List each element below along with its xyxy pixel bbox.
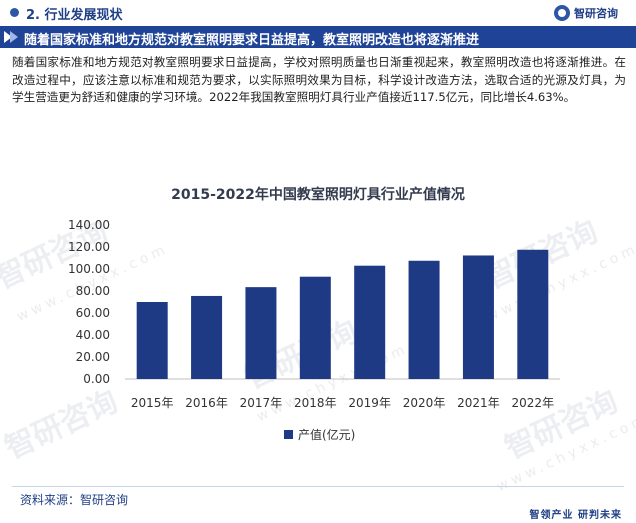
x-tick-label: 2021年: [457, 396, 500, 410]
section-title: 2. 行业发展现状: [26, 8, 123, 23]
legend-label: 产值(亿元): [298, 427, 355, 442]
bullet-icon: [10, 8, 19, 17]
x-tick-label: 2022年: [512, 396, 555, 410]
bar: [408, 260, 440, 379]
x-tick-label: 2020年: [403, 396, 446, 410]
bar: [354, 265, 386, 379]
y-tick-label: 120.00: [68, 240, 110, 254]
x-tick-label: 2015年: [131, 396, 174, 410]
x-tick-label: 2016年: [185, 396, 228, 410]
y-tick-label: 0.00: [83, 372, 110, 386]
headline-banner: 随着国家标准和地方规范对教室照明要求日益提高，教室照明改造也将逐渐推进: [0, 26, 636, 48]
y-tick-label: 100.00: [68, 262, 110, 276]
y-tick-label: 140.00: [68, 218, 110, 232]
y-tick-label: 20.00: [76, 350, 110, 364]
bar: [299, 276, 331, 379]
brand: 智研咨询: [554, 5, 618, 21]
x-tick-label: 2018年: [294, 396, 337, 410]
bar: [517, 249, 549, 379]
brand-name: 智研咨询: [574, 7, 618, 20]
y-tick-label: 40.00: [76, 328, 110, 342]
bar: [462, 255, 494, 379]
y-tick-label: 80.00: [76, 284, 110, 298]
source-note: 资料来源：智研咨询: [20, 493, 129, 507]
body-paragraph: 随着国家标准和地方规范对教室照明要求日益提高，学校对照明质量也日渐重视起来，教室…: [12, 55, 626, 104]
bar: [191, 295, 223, 379]
bar: [136, 302, 168, 379]
bar: [245, 287, 277, 379]
arrow-icon: [10, 31, 18, 43]
arrow-icon: [4, 31, 12, 43]
footer-divider: [12, 486, 624, 487]
chart-title: 2015-2022年中国教室照明灯具行业产值情况: [171, 187, 465, 203]
headline-text: 随着国家标准和地方规范对教室照明要求日益提高，教室照明改造也将逐渐推进: [24, 33, 480, 48]
x-tick-label: 2017年: [240, 396, 283, 410]
legend-swatch: [284, 430, 293, 439]
y-tick-label: 60.00: [76, 306, 110, 320]
footer-slogan: 智领产业 研判未来: [529, 510, 622, 521]
brand-logo-icon: [554, 5, 570, 21]
x-tick-label: 2019年: [348, 396, 391, 410]
